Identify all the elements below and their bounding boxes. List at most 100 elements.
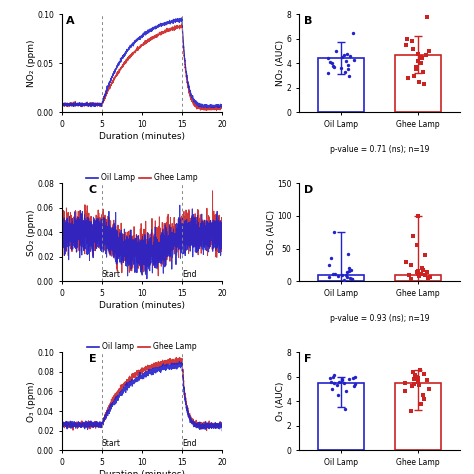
Point (345, 267, 353, 275)
Point (341, 405, 349, 412)
Point (409, 232, 417, 239)
Point (414, 270, 421, 278)
Point (348, 275, 356, 283)
Point (329, 62, 337, 70)
Point (338, 272, 346, 279)
Point (329, 373, 337, 381)
Point (418, 270, 425, 277)
Bar (319, 383, 364, 450)
Point (325, 273, 332, 281)
Point (345, 61, 352, 68)
Point (423, 268, 431, 276)
Text: p-value = 0.93 (ns); n=19: p-value = 0.93 (ns); n=19 (330, 314, 429, 323)
Point (422, 51, 430, 58)
Point (342, 388, 349, 395)
Point (345, 375, 352, 383)
Bar (319, 275, 364, 282)
Point (417, 367, 424, 374)
Point (403, 41, 410, 49)
Point (335, 378, 343, 385)
Point (328, 378, 335, 385)
Point (414, 374, 422, 382)
Point (419, 391, 427, 399)
Point (419, 266, 427, 273)
Point (328, 60, 336, 67)
Point (409, 37, 416, 45)
Point (421, 251, 429, 259)
Point (345, 264, 353, 272)
Y-axis label: NO₂ (ppm): NO₂ (ppm) (27, 39, 36, 87)
Point (426, 273, 434, 281)
Point (326, 58, 334, 66)
Point (414, 57, 422, 64)
Legend: Oil lamp, Ghee Lamp: Oil lamp, Ghee Lamp (84, 339, 200, 355)
Point (423, 13, 430, 20)
Point (420, 395, 428, 402)
Point (415, 50, 422, 57)
Y-axis label: NO₂ (AUC): NO₂ (AUC) (276, 40, 285, 86)
Point (424, 274, 431, 282)
Point (330, 379, 338, 387)
X-axis label: Duration (minutes): Duration (minutes) (99, 470, 185, 474)
Point (340, 379, 347, 387)
Text: p-value = 0.71 (ns); n=19: p-value = 0.71 (ns); n=19 (330, 145, 429, 154)
Text: C: C (89, 185, 97, 195)
Point (338, 54, 346, 61)
Point (338, 375, 346, 383)
Y-axis label: O₃ (ppm): O₃ (ppm) (27, 381, 36, 421)
Point (419, 68, 426, 76)
Point (351, 373, 359, 381)
Text: Start: Start (102, 270, 121, 279)
Text: D: D (304, 185, 313, 195)
Bar (319, 58, 364, 112)
Point (349, 374, 357, 382)
Text: Start: Start (102, 439, 121, 448)
Point (416, 382, 423, 389)
Point (414, 212, 422, 219)
Point (331, 270, 339, 277)
Point (329, 270, 337, 278)
Point (411, 372, 419, 379)
Point (404, 74, 412, 82)
Point (350, 56, 357, 64)
Point (337, 64, 345, 72)
Point (416, 273, 423, 280)
Text: F: F (304, 354, 311, 364)
Point (415, 78, 423, 85)
Point (347, 266, 355, 273)
Point (345, 250, 352, 258)
Text: A: A (66, 16, 75, 26)
Point (327, 255, 335, 262)
Point (410, 368, 417, 375)
Text: End: End (182, 270, 197, 279)
Bar (395, 55, 441, 112)
Point (408, 261, 415, 269)
Point (344, 66, 352, 73)
Point (348, 275, 356, 283)
Point (324, 55, 331, 62)
Text: End: End (182, 439, 197, 448)
Point (351, 380, 359, 388)
Point (410, 72, 418, 80)
Point (409, 45, 417, 53)
X-axis label: Duration (minutes): Duration (minutes) (99, 301, 185, 310)
Legend: Oil Lamp, Ghee Lamp: Oil Lamp, Ghee Lamp (83, 170, 201, 185)
Point (343, 57, 350, 64)
Y-axis label: SO₂ (AUC): SO₂ (AUC) (267, 210, 276, 255)
Point (413, 373, 421, 381)
Point (405, 272, 413, 279)
Point (343, 273, 350, 281)
Point (407, 275, 415, 283)
Point (334, 391, 342, 399)
Point (346, 52, 354, 60)
Point (412, 66, 420, 73)
Point (421, 271, 429, 279)
Point (344, 50, 351, 57)
Point (346, 274, 354, 282)
Point (402, 258, 410, 265)
Point (418, 55, 426, 62)
Point (334, 273, 342, 280)
Point (417, 60, 425, 67)
Bar (395, 383, 441, 450)
Point (330, 228, 338, 236)
